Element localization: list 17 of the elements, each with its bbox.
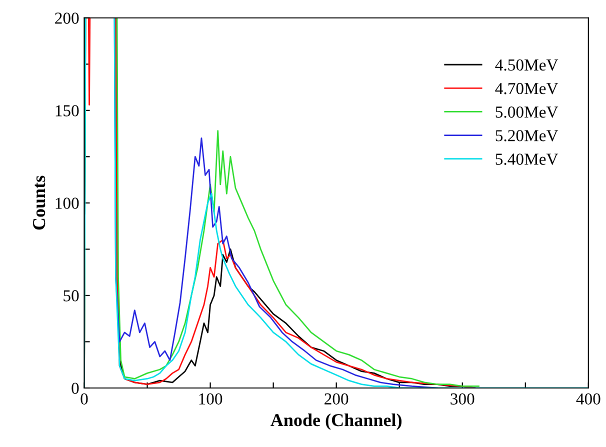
legend-label: 5.40MeV xyxy=(496,154,558,165)
y-tick-label: 0 xyxy=(72,382,79,394)
x-tick-label: 300 xyxy=(450,393,474,405)
legend-label: 5.00MeV xyxy=(496,106,558,118)
x-tick-label: 100 xyxy=(199,393,222,405)
legend-label: 4.50MeV xyxy=(495,59,558,71)
legend-label: 5.20MeV xyxy=(496,130,558,142)
y-axis-title: Counts xyxy=(33,176,46,230)
y-tick-label: 200 xyxy=(55,12,79,24)
y-tick-label: 50 xyxy=(64,290,79,302)
x-tick-label: 0 xyxy=(80,393,88,405)
x-axis-title: Anode (Channel) xyxy=(270,414,402,430)
y-tick-label: 100 xyxy=(56,198,79,209)
x-tick-label: 400 xyxy=(576,393,600,405)
y-tick-label: 150 xyxy=(56,105,79,116)
x-tick-label: 200 xyxy=(324,393,348,405)
legend-label: 4.70MeV xyxy=(495,82,558,94)
